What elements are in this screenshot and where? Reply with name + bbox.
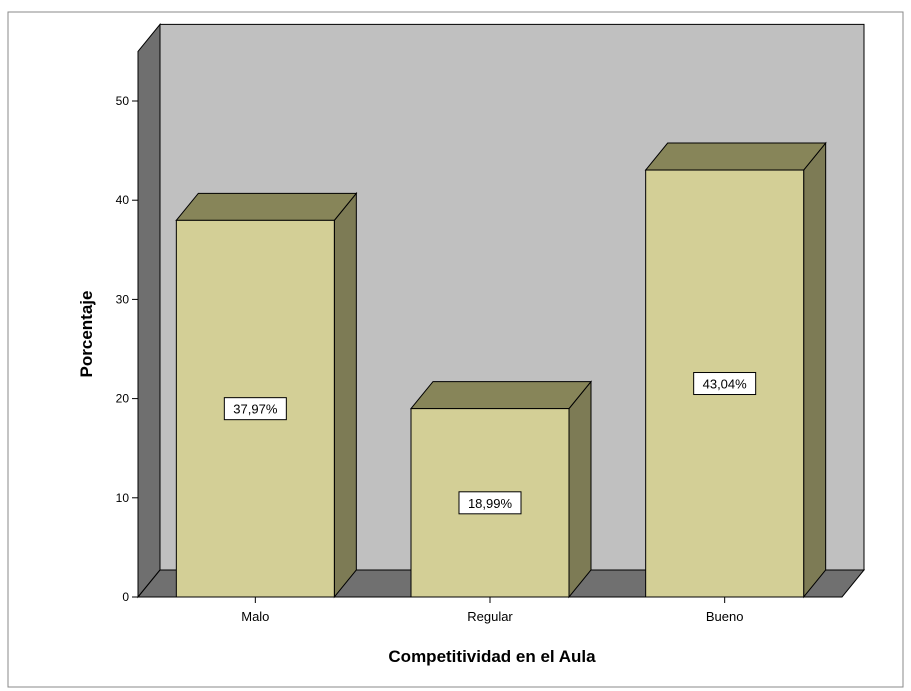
bar-side-face	[333, 191, 357, 599]
data-label-box	[693, 372, 757, 396]
y-axis-ticks: 0 10 20 30 40 50	[116, 94, 138, 604]
bar-malo: 37,97%	[175, 191, 358, 599]
bar-side-face	[568, 380, 592, 599]
y-tick-label: 30	[116, 292, 130, 306]
y-tick-label: 20	[116, 392, 130, 406]
x-tick-label: Bueno	[706, 609, 744, 624]
left-side-wall	[137, 22, 161, 599]
y-axis-title: Porcentaje	[77, 291, 96, 378]
data-label: 37,97%	[233, 402, 278, 417]
y-tick-label: 50	[116, 94, 130, 108]
y-tick-label: 0	[122, 590, 129, 604]
data-label: 43,04%	[703, 377, 748, 392]
bar-top-face	[409, 381, 593, 410]
x-axis-ticks: Malo Regular Bueno	[241, 597, 743, 624]
bar-regular: 18,99%	[409, 380, 593, 599]
bar-side-face	[803, 141, 827, 599]
data-label-box	[458, 491, 522, 515]
x-axis-title: Competitividad en el Aula	[388, 647, 596, 666]
y-tick-label: 40	[116, 193, 130, 207]
bar-top-face	[175, 192, 358, 221]
bar-top-face	[644, 142, 827, 171]
bar-bueno: 43,04%	[644, 141, 827, 599]
data-label-box	[223, 397, 287, 421]
y-tick-label: 10	[116, 491, 130, 505]
data-label: 18,99%	[468, 496, 513, 511]
x-tick-label: Malo	[241, 609, 269, 624]
bars-group: 37,97% 18,99% 43,04%	[175, 141, 827, 599]
x-tick-label: Regular	[467, 609, 513, 624]
